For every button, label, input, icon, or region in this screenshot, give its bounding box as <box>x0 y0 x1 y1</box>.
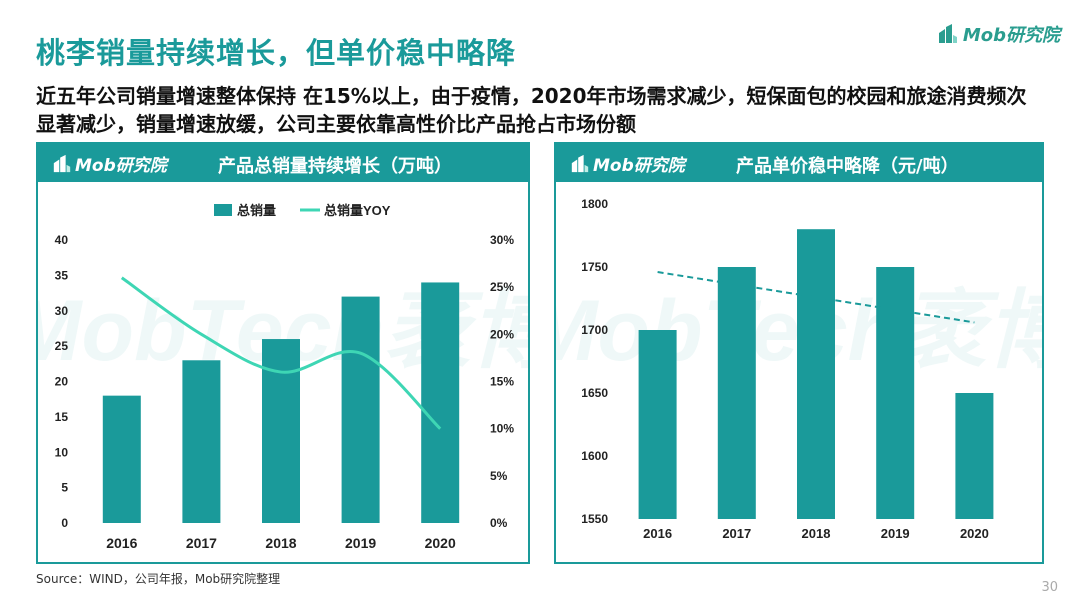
bar <box>341 296 380 523</box>
brand-logo: Mob研究院 <box>937 20 1060 48</box>
x-tick-label: 2018 <box>802 526 831 541</box>
y-tick-label: 10 <box>55 445 69 459</box>
legend-label: 总销量 <box>237 203 276 218</box>
legend-label: 总销量YOY <box>324 203 391 218</box>
bar <box>102 395 141 523</box>
panel-logo-text: Mob研究院 <box>75 156 167 176</box>
y-tick-label: 20 <box>55 375 69 389</box>
x-tick-label: 2020 <box>425 535 456 551</box>
y2-tick-label: 0% <box>490 516 508 530</box>
y-tick-label: 25 <box>55 339 69 353</box>
x-tick-label: 2019 <box>345 535 376 551</box>
subtitle: 近五年公司销量增速整体保持 在15%以上，由于疫情，2020年市场需求减少，短保… <box>36 84 1027 136</box>
bar <box>638 330 677 519</box>
x-tick-label: 2019 <box>881 526 910 541</box>
unit-price-panel: Mob研究院 产品单价稳中略降（元/吨） MobTech袤博1550160016… <box>554 142 1044 564</box>
y-tick-label: 40 <box>55 233 69 247</box>
y2-tick-label: 15% <box>490 375 514 389</box>
panel-logo-text: Mob研究院 <box>593 156 685 176</box>
yoy-line <box>120 276 442 430</box>
unit-price-chart: MobTech袤博1550160016501700175018002016201… <box>556 197 1042 541</box>
y-tick-label: 1550 <box>581 512 608 526</box>
bar <box>182 360 221 523</box>
logo-text: Mob研究院 <box>962 25 1060 46</box>
trendline <box>657 271 975 324</box>
y2-tick-label: 30% <box>490 233 514 247</box>
sales-volume-chart: MobTech袤博总销量总销量YOY05101520253035400%5%10… <box>38 203 528 551</box>
x-tick-label: 2020 <box>960 526 989 541</box>
y-tick-label: 15 <box>55 410 69 424</box>
y-tick-label: 5 <box>61 481 68 495</box>
mob-logo-icon <box>53 154 71 172</box>
page-title: 桃李销量持续增长，但单价稳中略降 <box>36 36 517 70</box>
y-tick-label: 35 <box>55 268 69 282</box>
x-tick-label: 2016 <box>643 526 672 541</box>
bar <box>955 393 994 519</box>
mob-logo-icon <box>571 154 589 172</box>
bar <box>876 267 915 519</box>
bar <box>717 267 756 519</box>
chart-title: 产品单价稳中略降（元/吨） <box>736 156 959 177</box>
panel-header: Mob研究院 产品总销量持续增长（万吨） <box>38 144 528 182</box>
y-tick-label: 1750 <box>581 260 608 274</box>
x-tick-label: 2017 <box>722 526 751 541</box>
y2-tick-label: 10% <box>490 422 514 436</box>
bar <box>797 229 835 519</box>
bar <box>262 339 300 523</box>
panel-header: Mob研究院 产品单价稳中略降（元/吨） <box>556 144 1042 182</box>
y-tick-label: 30 <box>55 304 69 318</box>
y-tick-label: 1600 <box>581 449 608 463</box>
y2-tick-label: 5% <box>490 469 508 483</box>
y2-tick-label: 20% <box>490 327 514 341</box>
x-tick-label: 2016 <box>106 535 137 551</box>
panel-logo: Mob研究院 <box>52 151 167 176</box>
y-tick-label: 1650 <box>581 386 608 400</box>
chart-title: 产品总销量持续增长（万吨） <box>218 156 452 177</box>
source-note: Source：WIND，公司年报，Mob研究院整理 <box>36 572 281 586</box>
y2-tick-label: 25% <box>490 280 514 294</box>
y-tick-label: 1800 <box>581 197 608 211</box>
legend-swatch-bar <box>214 204 232 216</box>
sales-volume-panel: Mob研究院 产品总销量持续增长（万吨） MobTech袤博总销量总销量YOY0… <box>36 142 530 564</box>
x-tick-label: 2018 <box>265 535 296 551</box>
y-tick-label: 0 <box>61 516 68 530</box>
page-number: 30 <box>1041 580 1058 595</box>
panel-logo: Mob研究院 <box>570 151 685 176</box>
x-tick-label: 2017 <box>186 535 217 551</box>
mob-logo-icon <box>938 24 957 43</box>
y-tick-label: 1700 <box>581 323 608 337</box>
bar <box>421 282 460 523</box>
